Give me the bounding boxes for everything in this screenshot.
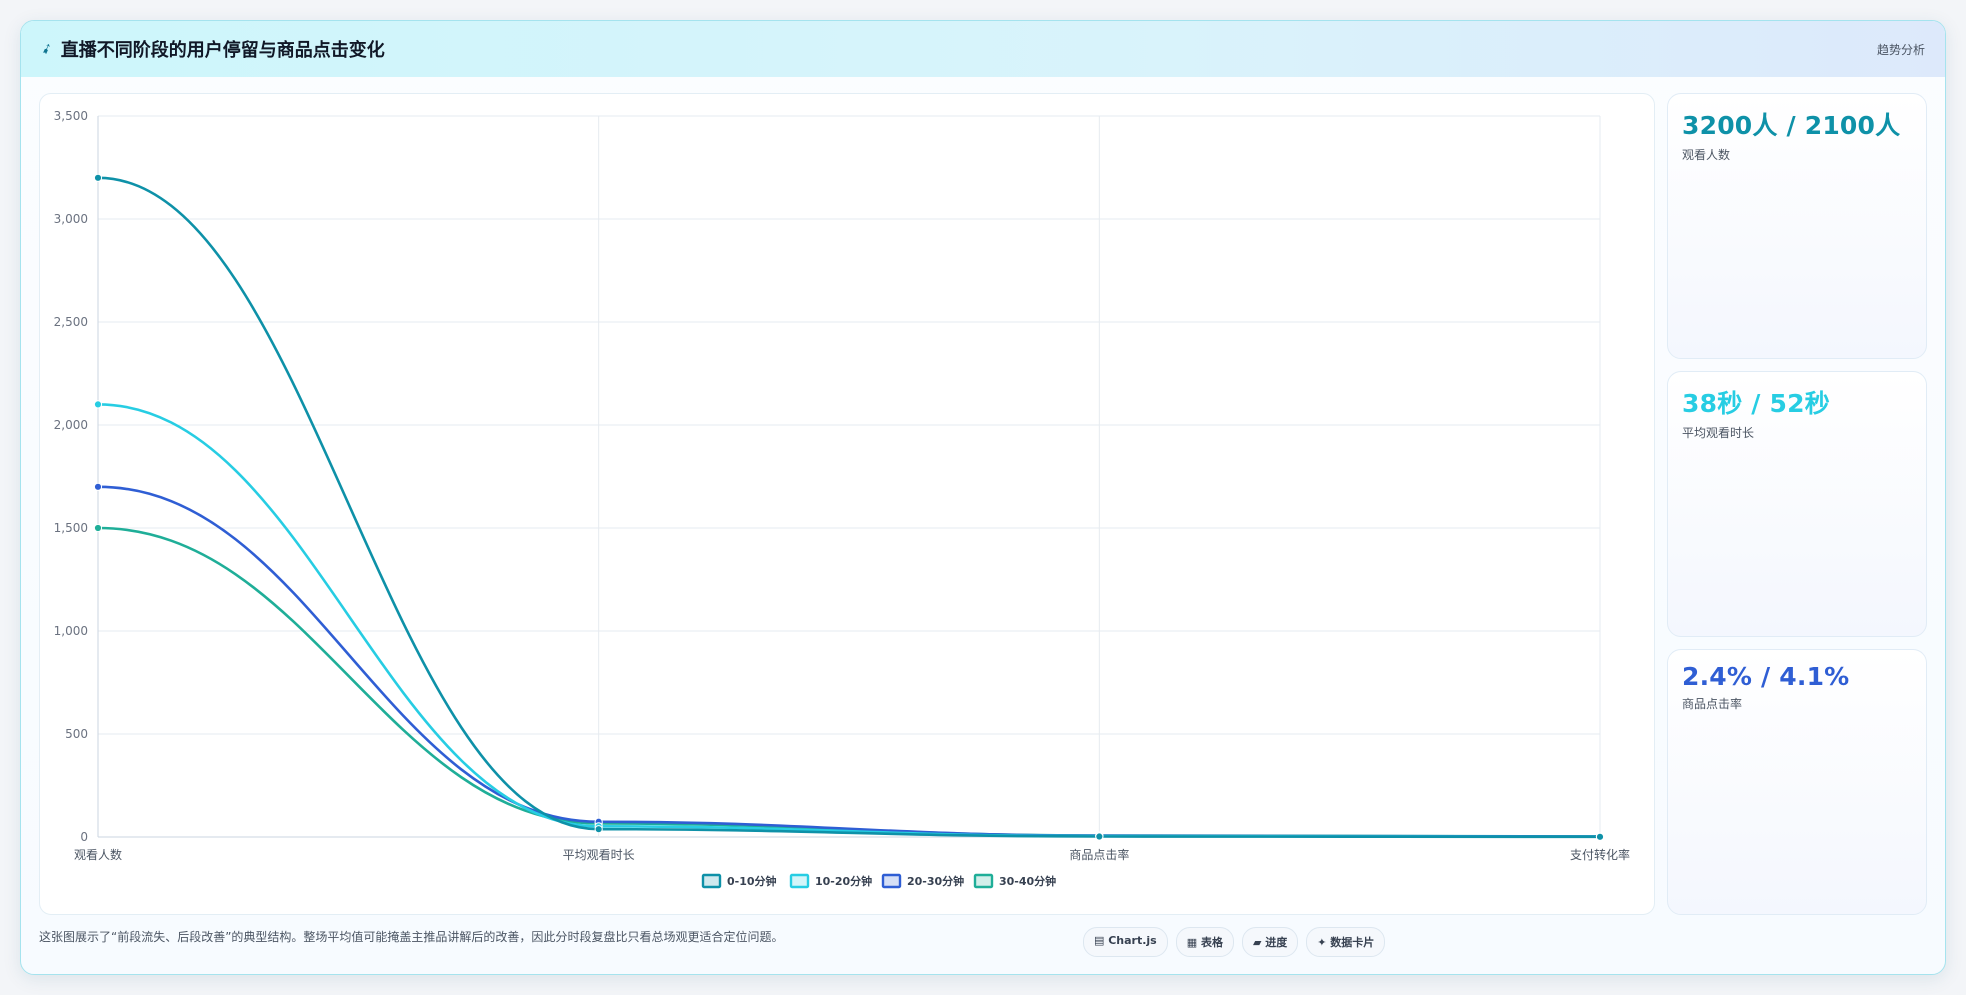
legend-swatch — [881, 873, 902, 889]
footer-note: 这张图展示了“前段流失、后段改善”的典型结构。整场平均值可能掩盖主推品讲解后的改… — [39, 930, 784, 944]
page-title: 直播不同阶段的用户停留与商品点击变化 — [60, 40, 385, 61]
y-tick-label: 500 — [65, 727, 88, 741]
y-tick-label: 2,000 — [54, 418, 88, 432]
series-line — [97, 403, 1601, 839]
chip-group: ▤ Chart.js ▦ 表格 ▰ 进度 ✦ 数据卡片 — [1083, 927, 1386, 957]
title-wrap: ➹ 直播不同阶段的用户停留与商品点击变化 — [38, 36, 385, 62]
x-category-label: 平均观看时长 — [563, 848, 635, 862]
data-point — [1095, 832, 1104, 841]
legend-label: 30-40分钟 — [999, 874, 1056, 888]
chart-panel: 0 500 1,000 1,500 2,000 2,500 3,000 3,500 观看人数 平均… — [39, 93, 1655, 915]
stat-card-viewers: 3200人 / 2100人 观看人数 — [1667, 93, 1927, 359]
series-line — [97, 526, 1601, 838]
data-point — [93, 523, 103, 533]
chip-data-cards[interactable]: ✦ 数据卡片 — [1306, 927, 1386, 957]
data-point — [93, 173, 103, 182]
y-tick-label: 1,000 — [54, 624, 88, 638]
stat-card-click-rate: 2.4% / 4.1% 商品点击率 — [1667, 649, 1927, 915]
dashboard-card: ➹ 直播不同阶段的用户停留与商品点击变化 趋势分析 0 500 1,000 1,500… — [20, 20, 1946, 975]
series-line — [97, 176, 1601, 839]
stat-value: 3200人 / 2100人 — [1682, 111, 1901, 140]
chip-table[interactable]: ▦ 表格 — [1175, 927, 1234, 957]
chip-progress[interactable]: ▰ 进度 — [1241, 927, 1299, 957]
stat-label: 平均观看时长 — [1682, 426, 1755, 440]
stat-label: 商品点击率 — [1682, 697, 1743, 711]
x-category-label: 观看人数 — [74, 847, 122, 862]
legend-swatch — [973, 873, 994, 889]
y-tick-label: 0 — [80, 830, 88, 844]
stat-card-duration: 38秒 / 52秒 平均观看时长 — [1667, 371, 1927, 637]
y-tick-label: 2,500 — [54, 315, 88, 329]
series-line — [97, 485, 1601, 838]
stat-value: 2.4% / 4.1% — [1682, 662, 1850, 691]
x-category-label: 商品点击率 — [1069, 847, 1129, 862]
stat-value: 38秒 / 52秒 — [1682, 389, 1830, 418]
y-tick-label: 3,500 — [54, 109, 88, 123]
data-point — [594, 825, 603, 834]
stat-label: 观看人数 — [1682, 148, 1731, 162]
legend-swatch — [789, 873, 810, 889]
x-category-label: 支付转化率 — [1570, 847, 1630, 862]
data-point — [93, 482, 103, 491]
card-header: ➹ 直播不同阶段的用户停留与商品点击变化 趋势分析 — [21, 21, 1945, 77]
legend-label: 10-20分钟 — [815, 874, 872, 888]
y-tick-label: 3,000 — [54, 212, 88, 226]
chip-chartjs[interactable]: ▤ Chart.js — [1083, 927, 1168, 957]
legend-swatch — [701, 873, 722, 889]
data-point — [1595, 832, 1605, 841]
header-tag: 趋势分析 — [1876, 42, 1925, 57]
y-tick-label: 1,500 — [54, 521, 88, 535]
data-point — [93, 400, 103, 409]
legend-label: 20-30分钟 — [907, 874, 964, 888]
line-chart: 0 500 1,000 1,500 2,000 2,500 3,000 3,500 观看人数 平均… — [54, 109, 1630, 889]
telescope-icon: ➹ — [38, 39, 56, 59]
legend-label: 0-10分钟 — [727, 874, 777, 888]
